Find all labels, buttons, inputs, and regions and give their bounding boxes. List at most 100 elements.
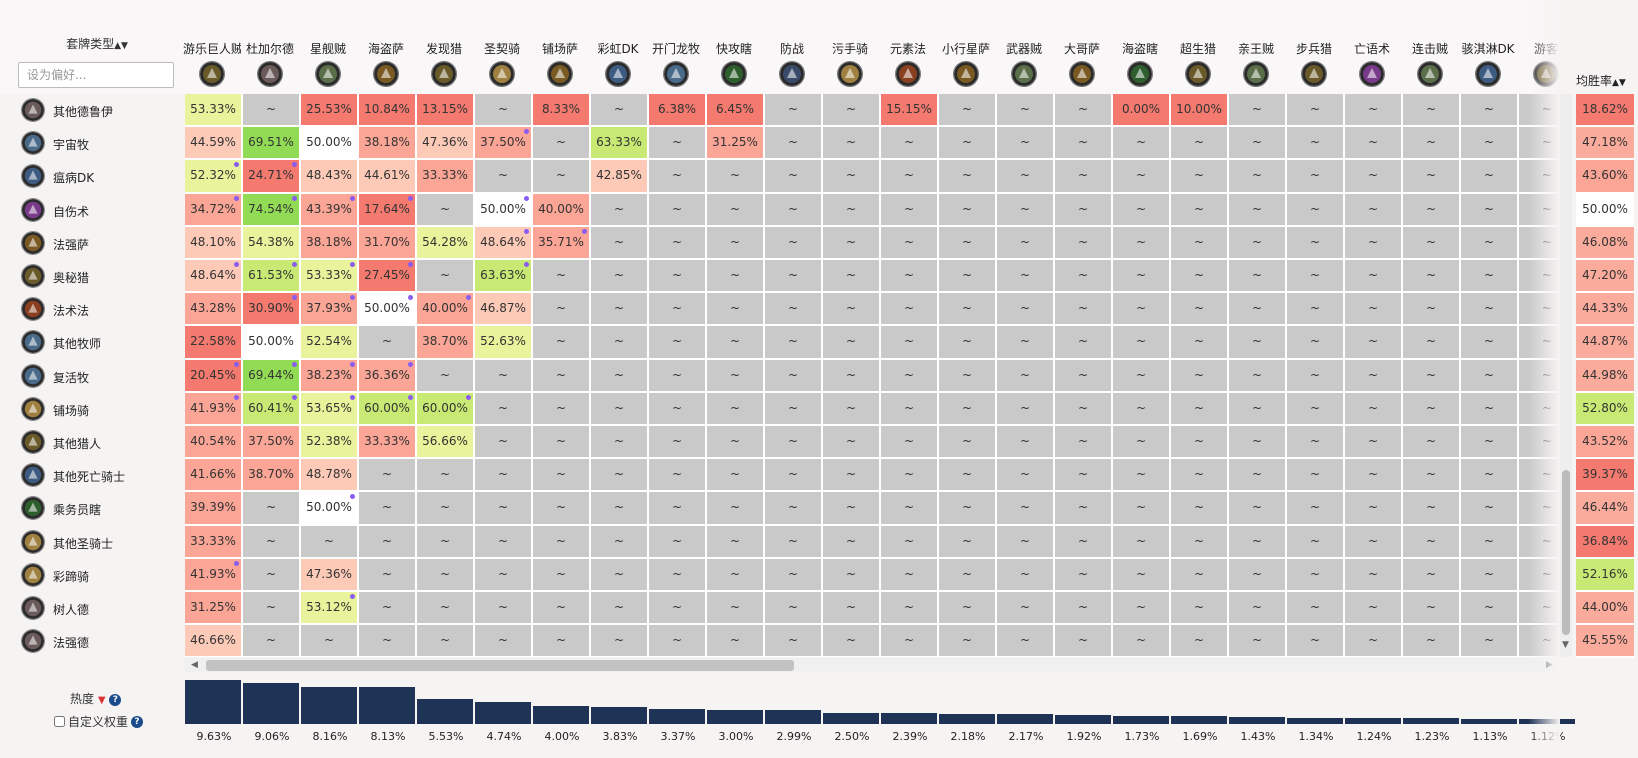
vertical-scroll-thumb[interactable] bbox=[1562, 470, 1570, 635]
matchup-cell[interactable]: ~ bbox=[1345, 525, 1403, 559]
matchup-cell[interactable]: ~ bbox=[591, 226, 649, 260]
matchup-cell[interactable]: ~ bbox=[243, 94, 301, 128]
matchup-cell[interactable]: 54.28% bbox=[417, 226, 475, 260]
matchup-cell[interactable]: 22.58% bbox=[185, 326, 243, 360]
matchup-cell[interactable]: ~ bbox=[1287, 293, 1345, 327]
column-header-9[interactable]: 快攻瞎 bbox=[715, 42, 752, 56]
matchup-cell[interactable]: 53.33% bbox=[301, 260, 359, 294]
matchup-cell[interactable]: ~ bbox=[475, 392, 533, 426]
matchup-cell[interactable]: ~ bbox=[1461, 226, 1519, 260]
matchup-cell[interactable]: 33.33% bbox=[359, 426, 417, 460]
matchup-cell[interactable]: ~ bbox=[1403, 193, 1461, 227]
row-label[interactable]: 乘务员瞎 bbox=[53, 503, 102, 518]
matchup-cell[interactable]: 50.00% bbox=[359, 293, 417, 327]
matchup-cell[interactable]: 40.00% bbox=[417, 293, 475, 327]
matchup-cell[interactable]: ~ bbox=[939, 94, 997, 128]
matchup-cell[interactable]: ~ bbox=[1287, 459, 1345, 493]
matchup-cell[interactable]: ~ bbox=[649, 492, 707, 526]
matchup-cell[interactable]: ~ bbox=[997, 293, 1055, 327]
column-header-19[interactable]: 步兵猎 bbox=[1295, 42, 1332, 56]
matchup-cell[interactable]: ~ bbox=[1461, 492, 1519, 526]
matchup-cell[interactable]: ~ bbox=[475, 558, 533, 592]
matchup-cell[interactable]: ~ bbox=[1229, 492, 1287, 526]
matchup-cell[interactable]: ~ bbox=[417, 558, 475, 592]
matchup-cell[interactable]: ~ bbox=[997, 592, 1055, 626]
matchup-cell[interactable]: 41.66% bbox=[185, 459, 243, 493]
matchup-cell[interactable]: ~ bbox=[1345, 392, 1403, 426]
matchup-cell[interactable]: ~ bbox=[649, 592, 707, 626]
matchup-cell[interactable]: ~ bbox=[591, 558, 649, 592]
matchup-cell[interactable]: ~ bbox=[1113, 525, 1171, 559]
matchup-cell[interactable]: ~ bbox=[1403, 260, 1461, 294]
matchup-cell[interactable]: ~ bbox=[823, 193, 881, 227]
column-header-14[interactable]: 武器贼 bbox=[1005, 42, 1042, 56]
matchup-cell[interactable]: 31.25% bbox=[707, 127, 765, 161]
matchup-cell[interactable]: ~ bbox=[1287, 359, 1345, 393]
matchup-cell[interactable]: ~ bbox=[533, 260, 591, 294]
matchup-cell[interactable]: ~ bbox=[939, 160, 997, 194]
matchup-cell[interactable]: ~ bbox=[649, 293, 707, 327]
matchup-cell[interactable]: ~ bbox=[707, 326, 765, 360]
matchup-cell[interactable]: 47.36% bbox=[417, 127, 475, 161]
row-label[interactable]: 瘟病DK bbox=[53, 171, 95, 186]
matchup-cell[interactable]: ~ bbox=[533, 558, 591, 592]
matchup-cell[interactable]: ~ bbox=[1345, 426, 1403, 460]
matchup-cell[interactable]: ~ bbox=[533, 293, 591, 327]
matchup-cell[interactable]: ~ bbox=[939, 459, 997, 493]
matchup-cell[interactable]: ~ bbox=[823, 127, 881, 161]
column-header-0[interactable]: 游乐巨人贼 bbox=[183, 42, 241, 56]
matchup-cell[interactable]: ~ bbox=[707, 359, 765, 393]
matchup-cell[interactable]: ~ bbox=[533, 426, 591, 460]
matchup-cell[interactable]: ~ bbox=[1461, 326, 1519, 360]
column-header-12[interactable]: 元素法 bbox=[889, 42, 926, 56]
matchup-cell[interactable]: ~ bbox=[1287, 94, 1345, 128]
matchup-cell[interactable]: 52.32% bbox=[185, 160, 243, 194]
matchup-cell[interactable]: 31.70% bbox=[359, 226, 417, 260]
matchup-cell[interactable]: ~ bbox=[707, 459, 765, 493]
matchup-cell[interactable]: ~ bbox=[997, 226, 1055, 260]
matchup-cell[interactable]: 48.64% bbox=[475, 226, 533, 260]
matchup-cell[interactable]: 48.64% bbox=[185, 260, 243, 294]
matchup-cell[interactable]: ~ bbox=[649, 625, 707, 657]
matchup-cell[interactable]: ~ bbox=[1461, 260, 1519, 294]
matchup-cell[interactable]: ~ bbox=[533, 127, 591, 161]
matchup-cell[interactable]: 38.18% bbox=[301, 226, 359, 260]
matchup-cell[interactable]: 60.00% bbox=[417, 392, 475, 426]
matchup-cell[interactable]: ~ bbox=[881, 525, 939, 559]
matchup-cell[interactable]: ~ bbox=[1461, 426, 1519, 460]
matchup-cell[interactable]: ~ bbox=[881, 226, 939, 260]
row-label[interactable]: 宇宙牧 bbox=[53, 138, 90, 153]
matchup-cell[interactable]: ~ bbox=[1461, 558, 1519, 592]
matchup-cell[interactable]: ~ bbox=[1229, 127, 1287, 161]
matchup-cell[interactable]: ~ bbox=[1345, 293, 1403, 327]
matchup-cell[interactable]: 74.54% bbox=[243, 193, 301, 227]
matchup-cell[interactable]: ~ bbox=[301, 525, 359, 559]
matchup-cell[interactable]: ~ bbox=[881, 492, 939, 526]
matchup-cell[interactable]: 37.93% bbox=[301, 293, 359, 327]
matchup-cell[interactable]: ~ bbox=[823, 226, 881, 260]
matchup-cell[interactable]: ~ bbox=[1171, 359, 1229, 393]
matchup-cell[interactable]: ~ bbox=[707, 558, 765, 592]
matchup-cell[interactable]: ~ bbox=[707, 260, 765, 294]
matchup-cell[interactable]: ~ bbox=[475, 94, 533, 128]
matchup-cell[interactable]: 0.00% bbox=[1113, 94, 1171, 128]
matchup-cell[interactable]: ~ bbox=[1113, 293, 1171, 327]
matchup-cell[interactable]: 10.84% bbox=[359, 94, 417, 128]
matchup-cell[interactable]: ~ bbox=[1287, 492, 1345, 526]
matchup-cell[interactable]: ~ bbox=[765, 160, 823, 194]
matchup-cell[interactable]: ~ bbox=[823, 326, 881, 360]
matchup-cell[interactable]: ~ bbox=[1113, 193, 1171, 227]
matchup-cell[interactable]: ~ bbox=[1461, 293, 1519, 327]
matchup-cell[interactable]: ~ bbox=[243, 525, 301, 559]
matchup-cell[interactable]: 8.33% bbox=[533, 94, 591, 128]
matchup-cell[interactable]: 34.72% bbox=[185, 193, 243, 227]
matchup-cell[interactable]: ~ bbox=[1113, 160, 1171, 194]
matchup-cell[interactable]: ~ bbox=[881, 127, 939, 161]
matchup-cell[interactable]: 37.50% bbox=[243, 426, 301, 460]
matchup-cell[interactable]: 50.00% bbox=[301, 127, 359, 161]
matchup-cell[interactable]: ~ bbox=[997, 326, 1055, 360]
matchup-cell[interactable]: ~ bbox=[591, 392, 649, 426]
matchup-cell[interactable]: ~ bbox=[649, 558, 707, 592]
matchup-cell[interactable]: ~ bbox=[881, 625, 939, 657]
matchup-cell[interactable]: ~ bbox=[1345, 492, 1403, 526]
